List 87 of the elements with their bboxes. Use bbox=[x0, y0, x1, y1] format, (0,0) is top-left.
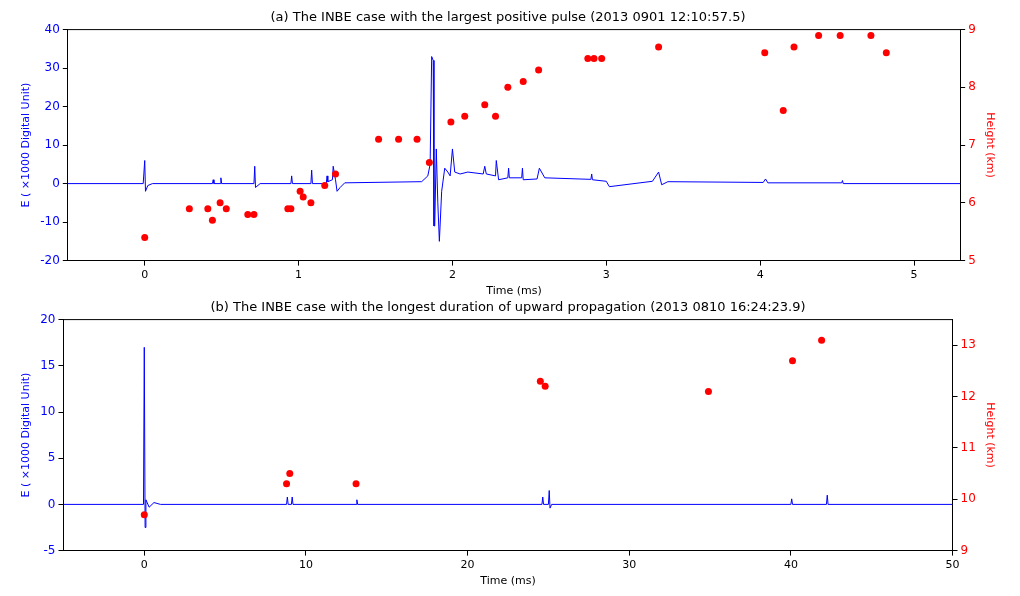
x-tick-label: 2 bbox=[448, 268, 456, 282]
x-axis-title: Time (ms) bbox=[479, 574, 536, 588]
y-axis-title: E ( ×1000 Digital Unit) bbox=[19, 82, 33, 208]
point bbox=[299, 193, 307, 201]
y-tick-label: 40 bbox=[44, 21, 60, 36]
point bbox=[395, 135, 403, 143]
y2-axis-title: Height (km) bbox=[983, 112, 997, 178]
point bbox=[425, 158, 433, 166]
point bbox=[541, 382, 549, 390]
point bbox=[250, 210, 258, 218]
chart-title: (a) The INBE case with the largest positive pulse (2013 0901 12:10:57.5) bbox=[270, 9, 746, 25]
y2-axis-title: Height (km) bbox=[983, 402, 997, 468]
y-tick-label: 10 bbox=[44, 137, 60, 152]
y2-tick-label: 11 bbox=[960, 440, 976, 455]
y-tick-label: 5 bbox=[47, 450, 56, 465]
x-tick-label: 0 bbox=[141, 268, 149, 282]
point bbox=[307, 199, 315, 207]
chart-title: (b) The INBE case with the longest duration of upward propagation (2013 0810 16:24:23.9) bbox=[210, 299, 806, 315]
y2-tick-label: 8 bbox=[968, 79, 976, 94]
point bbox=[789, 357, 796, 365]
point bbox=[882, 49, 890, 57]
point bbox=[244, 210, 252, 218]
y-tick-label: 20 bbox=[44, 98, 60, 113]
y-tick-label: 0 bbox=[47, 496, 56, 511]
x-axis-title: Time (ms) bbox=[485, 284, 542, 298]
point bbox=[413, 135, 421, 143]
y2-tick-label: 5 bbox=[968, 252, 976, 267]
point bbox=[704, 387, 712, 395]
y-tick-label: -5 bbox=[43, 542, 56, 557]
point bbox=[375, 135, 383, 143]
y-tick-label: -20 bbox=[40, 252, 60, 267]
x-tick-label: 40 bbox=[783, 558, 798, 572]
point bbox=[761, 49, 769, 57]
x-tick-label: 0 bbox=[140, 558, 148, 572]
point bbox=[655, 43, 663, 51]
point bbox=[216, 199, 224, 207]
y2-tick-label: 9 bbox=[960, 542, 969, 557]
point bbox=[867, 31, 875, 39]
y2-tick-label: 10 bbox=[960, 491, 976, 506]
point bbox=[519, 78, 527, 86]
point bbox=[492, 112, 500, 120]
point bbox=[447, 118, 455, 126]
point bbox=[352, 480, 360, 488]
y2-tick-label: 7 bbox=[968, 137, 976, 152]
point bbox=[141, 234, 149, 241]
point bbox=[283, 480, 291, 488]
point bbox=[185, 205, 193, 213]
y2-tick-label: 6 bbox=[968, 194, 976, 209]
point bbox=[536, 377, 544, 385]
point bbox=[836, 31, 844, 39]
x-tick-label: 20 bbox=[460, 558, 475, 572]
point bbox=[590, 54, 598, 62]
y2-tick-label: 9 bbox=[968, 21, 976, 36]
x-tick-label: 3 bbox=[602, 268, 610, 282]
point bbox=[140, 511, 148, 519]
y-tick-label: -10 bbox=[40, 214, 60, 229]
x-tick-label: 50 bbox=[945, 558, 960, 572]
point bbox=[332, 170, 340, 178]
point bbox=[504, 83, 512, 91]
x-tick-label: 10 bbox=[298, 558, 313, 572]
point bbox=[461, 112, 469, 120]
y-tick-label: 20 bbox=[40, 311, 56, 326]
y-axis-title: E ( ×1000 Digital Unit) bbox=[19, 372, 33, 498]
point bbox=[790, 43, 798, 51]
point bbox=[296, 187, 304, 195]
x-tick-label: 4 bbox=[756, 268, 764, 282]
point bbox=[208, 216, 216, 224]
x-tick-label: 1 bbox=[295, 268, 303, 282]
x-tick-label: 30 bbox=[622, 558, 637, 572]
y-tick-label: 0 bbox=[52, 175, 60, 190]
y-tick-label: 15 bbox=[40, 357, 56, 372]
point bbox=[286, 470, 294, 478]
y-tick-label: 30 bbox=[44, 60, 60, 75]
point bbox=[204, 205, 212, 213]
point bbox=[481, 101, 489, 109]
x-tick-label: 5 bbox=[910, 268, 918, 282]
y2-tick-label: 13 bbox=[960, 337, 976, 352]
point bbox=[779, 106, 787, 114]
point bbox=[535, 66, 543, 74]
point bbox=[321, 182, 329, 190]
y2-tick-label: 12 bbox=[960, 388, 976, 403]
point bbox=[222, 205, 230, 213]
point bbox=[584, 54, 592, 62]
point bbox=[818, 336, 826, 344]
point bbox=[815, 31, 823, 39]
y-tick-label: 10 bbox=[40, 404, 56, 419]
point bbox=[598, 54, 606, 62]
